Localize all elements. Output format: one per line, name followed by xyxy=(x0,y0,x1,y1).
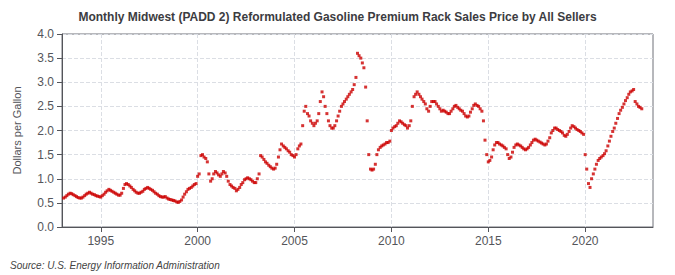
svg-text:2005: 2005 xyxy=(281,234,308,248)
svg-text:Source: U.S. Energy Informatio: Source: U.S. Energy Information Administ… xyxy=(10,260,220,271)
svg-text:2000: 2000 xyxy=(184,234,211,248)
svg-text:3.5: 3.5 xyxy=(37,51,54,65)
svg-text:2010: 2010 xyxy=(378,234,405,248)
svg-text:1995: 1995 xyxy=(87,234,114,248)
svg-text:2015: 2015 xyxy=(475,234,502,248)
svg-text:0.5: 0.5 xyxy=(37,196,54,210)
svg-text:4.0: 4.0 xyxy=(37,27,54,41)
svg-text:1.5: 1.5 xyxy=(37,148,54,162)
svg-text:Monthly Midwest (PADD 2) Refor: Monthly Midwest (PADD 2) Reformulated Ga… xyxy=(78,10,596,24)
svg-text:1.0: 1.0 xyxy=(37,172,54,186)
svg-text:2020: 2020 xyxy=(572,234,599,248)
svg-text:3.0: 3.0 xyxy=(37,75,54,89)
svg-text:0.0: 0.0 xyxy=(37,220,54,234)
svg-text:2.0: 2.0 xyxy=(37,124,54,138)
svg-text:2.5: 2.5 xyxy=(37,99,54,113)
svg-text:Dollars per Gallon: Dollars per Gallon xyxy=(11,86,23,174)
